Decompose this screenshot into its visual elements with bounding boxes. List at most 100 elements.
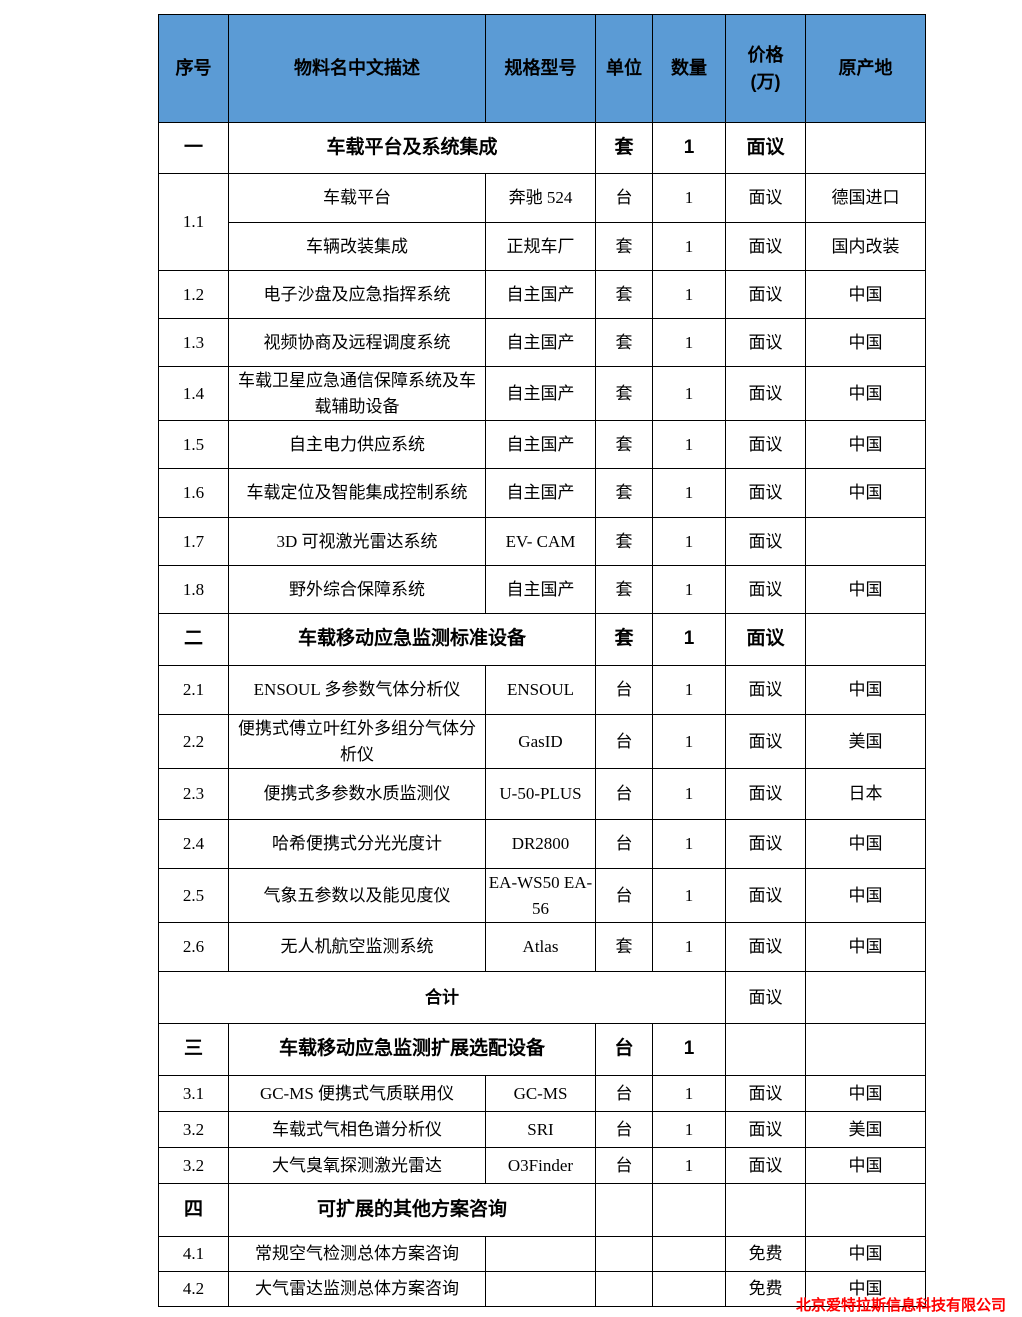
table-cell: 面议 bbox=[725, 517, 806, 566]
table-cell bbox=[595, 1236, 653, 1272]
table-cell: 1 bbox=[652, 565, 726, 614]
table-cell: GC-MS 便携式气质联用仪 bbox=[228, 1075, 486, 1112]
section-row: 三车载移动应急监测扩展选配设备台 1 bbox=[158, 1023, 926, 1076]
table-cell: 1.5 bbox=[158, 420, 229, 469]
header-cell: 价格 (万) bbox=[725, 14, 806, 123]
table-cell: DR2800 bbox=[485, 819, 596, 869]
section-row: 一车载平台及系统集成套 1 面议 bbox=[158, 122, 926, 174]
table-cell: GasID bbox=[485, 714, 596, 769]
table-cell: 台 bbox=[595, 819, 653, 869]
item-row: 2.3 便携式多参数水质监测仪 U-50-PLUS 台 1 面议 日本 bbox=[158, 768, 926, 820]
item-row: 4.1 常规空气检测总体方案咨询 免费 中国 bbox=[158, 1236, 926, 1272]
item-row: 1.3 视频协商及远程调度系统 自主国产套 1 面议 中国 bbox=[158, 318, 926, 367]
table-cell: 套 bbox=[595, 222, 653, 271]
table-cell: 自主国产 bbox=[485, 420, 596, 469]
table-cell: 1 bbox=[652, 1023, 726, 1076]
table-cell: 1 bbox=[652, 1111, 726, 1148]
table-cell: 1 bbox=[652, 517, 726, 566]
table-cell bbox=[805, 1183, 926, 1237]
table-cell: 中国 bbox=[805, 1271, 926, 1307]
table-cell: 套 bbox=[595, 613, 653, 666]
table-cell: 车辆改装集成 bbox=[228, 222, 486, 271]
table-cell: 1 bbox=[652, 714, 726, 769]
table-cell: 面议 bbox=[725, 768, 806, 820]
table-cell: EV- CAM bbox=[485, 517, 596, 566]
table-cell bbox=[805, 517, 926, 566]
table-cell: 气象五参数以及能见度仪 bbox=[228, 868, 486, 923]
table-cell: 中国 bbox=[805, 868, 926, 923]
table-cell: 1 bbox=[652, 122, 726, 174]
table-cell: 1 bbox=[652, 318, 726, 367]
table-cell: 常规空气检测总体方案咨询 bbox=[228, 1236, 486, 1272]
item-row: 2.1 ENSOUL 多参数气体分析仪 ENSOUL 台 1 面议 中国 bbox=[158, 665, 926, 715]
table-cell bbox=[725, 1023, 806, 1076]
table-cell: 奔驰 524 bbox=[485, 173, 596, 223]
table-cell: 套 bbox=[595, 517, 653, 566]
table-cell: 2.6 bbox=[158, 922, 229, 972]
table-cell: 中国 bbox=[805, 922, 926, 972]
table-cell: 台 bbox=[595, 868, 653, 923]
table-cell: 中国 bbox=[805, 665, 926, 715]
table-cell: 1 bbox=[652, 613, 726, 666]
price-table-body: 序号 物料名中文描述 规格型号 单位 数量 价格 (万) 原产地一车载平台及系统集成套 1 面议… bbox=[158, 14, 926, 1307]
table-cell: 台 bbox=[595, 1075, 653, 1112]
table-cell: 车载定位及智能集成控制系统 bbox=[228, 468, 486, 518]
table-cell: 套 bbox=[595, 922, 653, 972]
item-row: 3.1 GC-MS 便携式气质联用仪 GC-MS 台 1 面议 中国 bbox=[158, 1075, 926, 1112]
table-cell: 面议 bbox=[725, 1111, 806, 1148]
table-cell: 中国 bbox=[805, 468, 926, 518]
item-row: 1.2 电子沙盘及应急指挥系统 自主国产套 1 面议 中国 bbox=[158, 270, 926, 319]
table-cell: 4.1 bbox=[158, 1236, 229, 1272]
table-cell bbox=[652, 1271, 726, 1307]
table-cell: 面议 bbox=[725, 613, 806, 666]
table-cell: 面议 bbox=[725, 819, 806, 869]
table-cell bbox=[725, 1183, 806, 1237]
table-cell: 便携式傅立叶红外多组分气体分析仪 bbox=[228, 714, 486, 769]
table-cell: 套 bbox=[595, 366, 653, 421]
table-cell: 三 bbox=[158, 1023, 229, 1076]
table-cell: 套 bbox=[595, 565, 653, 614]
table-cell: 面议 bbox=[725, 1147, 806, 1184]
table-cell: U-50-PLUS bbox=[485, 768, 596, 820]
table-cell: 4.2 bbox=[158, 1271, 229, 1307]
header-cell: 规格型号 bbox=[485, 14, 596, 123]
table-cell: 免费 bbox=[725, 1271, 806, 1307]
total-row: 合计 面议 bbox=[158, 971, 926, 1024]
item-row: 2.5 气象五参数以及能见度仪 EA-WS50 EA-56 台 1 面议 中国 bbox=[158, 868, 926, 923]
table-cell: 3.1 bbox=[158, 1075, 229, 1112]
item-row: 3.2 大气臭氧探测激光雷达 O3Finder 台 1 面议 中国 bbox=[158, 1147, 926, 1184]
table-cell: 台 bbox=[595, 714, 653, 769]
item-row: 1.1 车载平台 奔驰 524 台 1 面议 德国进口 bbox=[158, 173, 926, 271]
table-cell: 1 bbox=[652, 468, 726, 518]
table-cell bbox=[805, 122, 926, 174]
table-cell: 自主国产 bbox=[485, 565, 596, 614]
table-cell bbox=[805, 1023, 926, 1076]
table-cell: 车载平台及系统集成 bbox=[228, 122, 596, 174]
table-cell: 2.4 bbox=[158, 819, 229, 869]
header-cell: 单位 bbox=[595, 14, 653, 123]
table-cell bbox=[595, 1271, 653, 1307]
table-cell: 自主国产 bbox=[485, 318, 596, 367]
table-cell: 面议 bbox=[725, 468, 806, 518]
table-cell: 车载平台 bbox=[228, 173, 486, 223]
table-cell: 3.2 bbox=[158, 1111, 229, 1148]
table-cell: 正规车厂 bbox=[485, 222, 596, 271]
table-cell: 套 bbox=[595, 122, 653, 174]
table-cell: 2.5 bbox=[158, 868, 229, 923]
table-cell: 面议 bbox=[725, 868, 806, 923]
table-cell: 一 bbox=[158, 122, 229, 174]
header-cell: 序号 bbox=[158, 14, 229, 123]
table-cell: 车载移动应急监测标准设备 bbox=[228, 613, 596, 666]
table-cell: 1 bbox=[652, 366, 726, 421]
table-cell: 3.2 bbox=[158, 1147, 229, 1184]
table-cell: 1.3 bbox=[158, 318, 229, 367]
table-cell bbox=[595, 1183, 653, 1237]
table-cell bbox=[652, 1236, 726, 1272]
table-cell: 面议 bbox=[725, 665, 806, 715]
table-cell: 2.2 bbox=[158, 714, 229, 769]
table-cell: 车载式气相色谱分析仪 bbox=[228, 1111, 486, 1148]
table-cell: 大气臭氧探测激光雷达 bbox=[228, 1147, 486, 1184]
table-cell: 中国 bbox=[805, 270, 926, 319]
table-cell: 台 bbox=[595, 1111, 653, 1148]
